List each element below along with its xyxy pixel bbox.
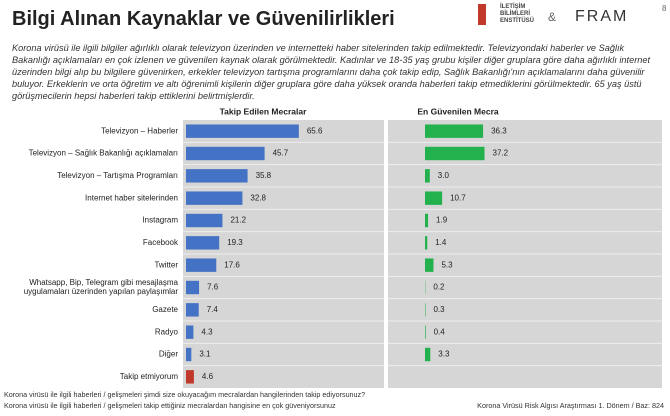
- value-label: 3.3: [438, 350, 450, 359]
- value-label: 3.1: [199, 350, 211, 359]
- value-label: 7.6: [207, 283, 219, 292]
- series-title: Takip Edilen Mecralar: [220, 106, 307, 116]
- source: Korona Virüsü Risk Algısı Araştırması 1.…: [477, 401, 664, 410]
- bar: [186, 347, 192, 362]
- bar: [425, 258, 434, 272]
- intro-text: Korona virüsü ile ilgili bilgiler ağırlı…: [12, 43, 651, 101]
- bar: [186, 280, 200, 295]
- brand: FRAM: [575, 8, 629, 25]
- bar: [186, 146, 265, 161]
- value-label: 37.2: [493, 149, 509, 158]
- value-label: 21.2: [230, 216, 246, 225]
- logo: İLETİŞİM BİLİMLERİ ENSTİTÜSÜ: [478, 4, 550, 25]
- value-label: 0.3: [433, 305, 445, 314]
- category-label: Televizyon – Haberler: [101, 126, 178, 135]
- value-label: 1.9: [436, 216, 448, 225]
- bar: [425, 347, 431, 362]
- bar: [186, 258, 217, 272]
- logo-separator: &: [548, 10, 557, 24]
- category-label: Facebook: [143, 238, 179, 247]
- value-label: 17.6: [224, 260, 240, 269]
- footnote: Korona virüsü ile ilgili haberleri / gel…: [4, 390, 366, 399]
- bar: [425, 169, 430, 183]
- category-label: Takip etmiyorum: [120, 372, 179, 381]
- category-label: Radyo: [155, 327, 179, 336]
- category-label: Whatsapp, Bip, Telegram gibi mesajlaşma u…: [24, 278, 179, 296]
- bar: [425, 236, 428, 250]
- bar: [425, 146, 485, 161]
- bar: [425, 325, 426, 339]
- category-label: Twitter: [154, 260, 178, 269]
- category-label: Diğer: [159, 350, 178, 359]
- bar: [186, 213, 223, 228]
- bar: [186, 303, 199, 317]
- bar: [186, 236, 220, 250]
- value-label: 0.2: [433, 283, 445, 292]
- bar: [186, 169, 248, 183]
- page-number: 8: [662, 4, 667, 13]
- bar: [186, 325, 194, 339]
- value-label: 35.8: [256, 171, 272, 180]
- value-label: 36.3: [491, 126, 507, 135]
- category-label: Televizyon – Sağlık Bakanlığı açıklamala…: [29, 149, 178, 158]
- bar: [186, 370, 194, 384]
- bar: [425, 213, 429, 228]
- title: Bilgi Alınan Kaynaklar ve Güvenilirlikle…: [12, 8, 395, 30]
- category-label: Instagram: [142, 216, 178, 225]
- value-label: 4.3: [201, 327, 213, 336]
- value-label: 4.6: [202, 372, 214, 381]
- series-title: En Güvenilen Mecra: [417, 106, 499, 116]
- category-label: Gazete: [152, 305, 178, 314]
- value-label: 3.0: [438, 171, 450, 180]
- value-label: 1.4: [435, 238, 447, 247]
- category-label: Internet haber sitelerinden: [85, 193, 178, 202]
- value-label: 19.3: [227, 238, 243, 247]
- bar: [186, 124, 299, 138]
- value-label: 10.7: [450, 193, 466, 202]
- value-label: 7.4: [207, 305, 219, 314]
- value-label: 65.6: [307, 126, 323, 135]
- bar: [425, 191, 443, 205]
- bar: [186, 191, 243, 205]
- footnote: Korona virüsü ile ilgili haberleri / gel…: [4, 401, 336, 410]
- category-label: Televizyon – Tartışma Programları: [57, 171, 178, 180]
- bar: [425, 124, 484, 138]
- value-label: 5.3: [441, 260, 453, 269]
- chart: Takip Edilen Mecralar En Güvenilen Mecra T…: [24, 106, 662, 388]
- value-label: 32.8: [250, 193, 266, 202]
- value-label: 45.7: [273, 149, 289, 158]
- value-label: 0.4: [434, 327, 446, 336]
